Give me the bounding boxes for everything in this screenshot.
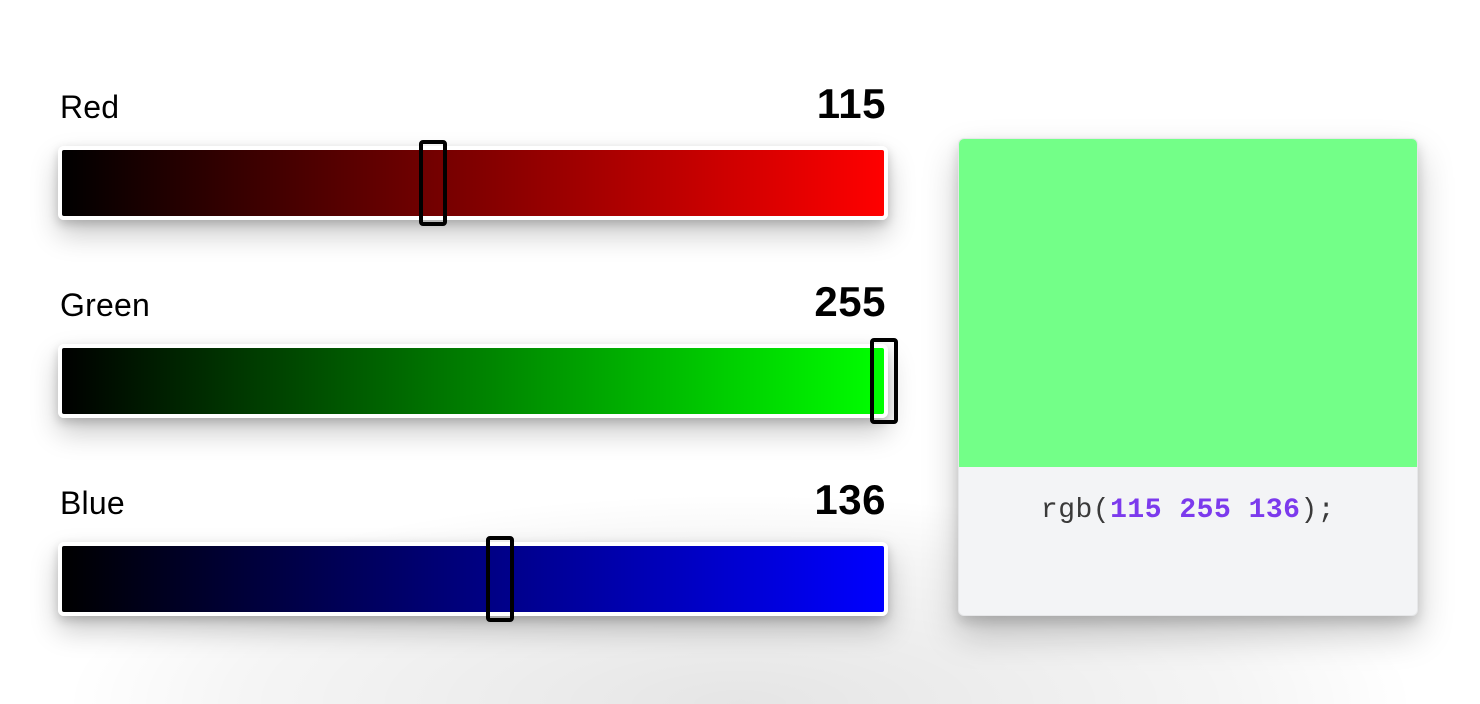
code-sep-2 xyxy=(1231,495,1248,526)
color-picker-panel: Red 115 Green 255 Blue 136 xyxy=(0,0,1480,676)
code-blue-value: 136 xyxy=(1249,495,1301,526)
blue-slider-block: Blue 136 xyxy=(58,476,888,616)
blue-slider-header: Blue 136 xyxy=(58,476,888,524)
code-red-value: 115 xyxy=(1110,495,1162,526)
green-slider-header: Green 255 xyxy=(58,278,888,326)
code-green-value: 255 xyxy=(1179,495,1231,526)
code-prefix: rgb( xyxy=(1041,495,1110,526)
red-slider-track[interactable] xyxy=(58,146,888,220)
green-slider-track[interactable] xyxy=(58,344,888,418)
red-slider-thumb[interactable] xyxy=(419,140,447,226)
red-slider-block: Red 115 xyxy=(58,80,888,220)
blue-slider-thumb[interactable] xyxy=(486,536,514,622)
color-swatch xyxy=(959,139,1417,467)
code-sep-1 xyxy=(1162,495,1179,526)
green-slider-value: 255 xyxy=(814,278,886,326)
css-code-output: rgb(115 255 136); xyxy=(959,467,1417,556)
preview-card: rgb(115 255 136); xyxy=(958,138,1418,616)
green-slider-block: Green 255 xyxy=(58,278,888,418)
blue-slider-track[interactable] xyxy=(58,542,888,616)
blue-slider-value: 136 xyxy=(814,476,886,524)
red-slider-header: Red 115 xyxy=(58,80,888,128)
red-slider-label: Red xyxy=(60,89,119,126)
code-suffix: ); xyxy=(1301,495,1336,526)
green-slider-label: Green xyxy=(60,287,150,324)
blue-slider-label: Blue xyxy=(60,485,125,522)
sliders-column: Red 115 Green 255 Blue 136 xyxy=(58,80,888,616)
red-slider-value: 115 xyxy=(817,80,886,128)
green-slider-thumb[interactable] xyxy=(870,338,898,424)
